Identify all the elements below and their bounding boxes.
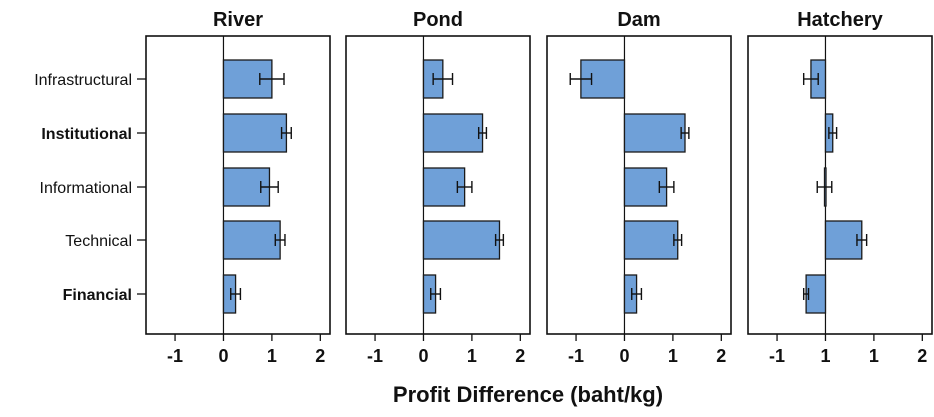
x-tick-label: 2	[917, 346, 927, 366]
error-bar	[802, 288, 810, 300]
x-tick-label: 2	[515, 346, 525, 366]
error-bar	[856, 234, 868, 246]
error-bar	[680, 127, 690, 139]
error-bar	[816, 181, 833, 193]
x-tick-label: 0	[619, 346, 629, 366]
x-tick-label: 0	[418, 346, 428, 366]
error-bar	[430, 288, 442, 300]
x-tick-label: 2	[315, 346, 325, 366]
panel-title: Hatchery	[797, 9, 883, 31]
error-bar	[569, 73, 593, 85]
panels: River -1 0 1 2 Pond -1 0 1 2 Dam -1 0 1 2 Hatchery -1 1 1 2	[145, 9, 933, 366]
panel-title: Dam	[617, 9, 660, 31]
panel-hatchery: Hatchery -1 1 1 2	[747, 9, 933, 366]
category-axis: Infrastructural Institutional Informationa…	[34, 72, 146, 304]
x-tick-label: -1	[769, 346, 785, 366]
panel-title: River	[213, 9, 263, 31]
x-tick-label: -1	[167, 346, 183, 366]
error-bar	[259, 73, 285, 85]
error-bar	[658, 181, 675, 193]
error-bar	[477, 127, 488, 139]
error-bar	[280, 127, 292, 139]
category-label-financial: Financial	[63, 287, 132, 304]
panel-frame	[546, 35, 732, 335]
error-bar	[828, 127, 838, 139]
panel-frame	[747, 35, 933, 335]
error-bar	[802, 73, 819, 85]
bar-institutional	[222, 113, 288, 153]
error-bar	[230, 288, 242, 300]
x-tick-label: 0	[218, 346, 228, 366]
x-tick-label: -1	[568, 346, 584, 366]
error-bar	[494, 234, 505, 246]
x-tick-label: 1	[869, 346, 879, 366]
panel-frame	[345, 35, 531, 335]
panel-frame	[145, 35, 331, 335]
category-label-informational: Informational	[40, 180, 133, 197]
x-tick-label: -1	[367, 346, 383, 366]
panel-title: Pond	[413, 9, 463, 31]
error-bar	[631, 288, 643, 300]
error-bar	[260, 181, 279, 193]
bar-technical	[623, 220, 679, 260]
x-tick-label: 2	[716, 346, 726, 366]
error-bar	[456, 181, 473, 193]
x-tick-label: 1	[267, 346, 277, 366]
error-bar	[274, 234, 286, 246]
bar-institutional	[422, 113, 484, 153]
x-axis-title: Profit Difference (baht/kg)	[393, 382, 663, 407]
x-tick-label: 1	[467, 346, 477, 366]
x-tick-label: 1	[668, 346, 678, 366]
category-label-technical: Technical	[65, 233, 132, 250]
category-label-infrastructural: Infrastructural	[34, 72, 132, 89]
x-tick-label: 1	[820, 346, 830, 366]
panel-pond: Pond -1 0 1 2	[345, 9, 531, 366]
error-bar	[673, 234, 683, 246]
bar-institutional	[623, 113, 686, 153]
panel-dam: Dam -1 0 1 2	[546, 9, 732, 366]
bar-technical	[222, 220, 281, 260]
bar-technical	[422, 220, 501, 260]
error-bar	[432, 73, 454, 85]
category-label-institutional: Institutional	[41, 126, 132, 143]
panel-river: River -1 0 1 2	[145, 9, 331, 366]
